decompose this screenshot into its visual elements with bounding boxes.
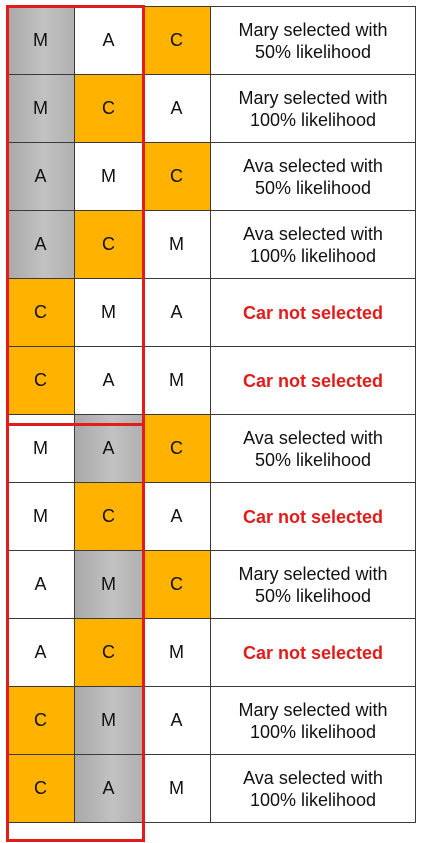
- result-cell: Ava selected with 50% likelihood: [210, 142, 416, 211]
- door-cell: C: [142, 550, 211, 619]
- door-cell: M: [6, 6, 75, 75]
- door-cell: C: [74, 210, 143, 279]
- result-cell: Mary selected with 50% likelihood: [210, 550, 416, 619]
- door-cell: A: [6, 210, 75, 279]
- result-not-selected-text: Car not selected: [242, 302, 384, 323]
- table-row: M A C Ava selected with 50% likelihood: [6, 414, 416, 483]
- door-cell: M: [6, 482, 75, 551]
- table-row: A M C Ava selected with 50% likelihood: [6, 142, 416, 211]
- door-cell: A: [74, 754, 143, 823]
- door-cell: A: [74, 414, 143, 483]
- door-cell: C: [6, 278, 75, 347]
- door-cell: M: [142, 618, 211, 687]
- table-row: C M A Car not selected: [6, 278, 416, 347]
- result-cell: Mary selected with 100% likelihood: [210, 74, 416, 143]
- door-cell: C: [74, 618, 143, 687]
- result-text-line: 50% likelihood: [254, 449, 372, 470]
- door-cell: M: [74, 278, 143, 347]
- door-cell: A: [142, 686, 211, 755]
- door-cell: C: [6, 754, 75, 823]
- table-row: C A M Car not selected: [6, 346, 416, 415]
- result-cell: Car not selected: [210, 618, 416, 687]
- result-text-line: Mary selected with: [238, 87, 388, 108]
- door-cell: A: [142, 278, 211, 347]
- result-text-line: Ava selected with: [243, 427, 383, 448]
- result-text-line: Ava selected with: [243, 155, 383, 176]
- table-row: M C A Car not selected: [6, 482, 416, 551]
- door-cell: M: [6, 74, 75, 143]
- door-cell: C: [6, 346, 75, 415]
- result-text-line: Ava selected with: [243, 223, 383, 244]
- door-cell: A: [6, 618, 75, 687]
- door-cell: M: [74, 550, 143, 619]
- door-cell: C: [6, 686, 75, 755]
- result-cell: Car not selected: [210, 346, 416, 415]
- result-text-line: 100% likelihood: [249, 789, 377, 810]
- table-row: C M A Mary selected with 100% likelihood: [6, 686, 416, 755]
- door-cell: M: [142, 346, 211, 415]
- door-cell: A: [6, 142, 75, 211]
- scenario-table-body: M A C Mary selected with 50% likelihood M C A Ma…: [6, 6, 416, 823]
- table-row: M A C Mary selected with 50% likelihood: [6, 6, 416, 75]
- result-text-line: 100% likelihood: [249, 245, 377, 266]
- door-cell: C: [74, 74, 143, 143]
- result-cell: Ava selected with 100% likelihood: [210, 754, 416, 823]
- result-text-line: Mary selected with: [238, 563, 388, 584]
- door-cell: M: [74, 142, 143, 211]
- door-cell: M: [142, 210, 211, 279]
- result-cell: Mary selected with 100% likelihood: [210, 686, 416, 755]
- result-cell: Ava selected with 50% likelihood: [210, 414, 416, 483]
- door-cell: A: [142, 74, 211, 143]
- table-row: C A M Ava selected with 100% likelihood: [6, 754, 416, 823]
- result-cell: Car not selected: [210, 482, 416, 551]
- door-cell: A: [74, 6, 143, 75]
- result-text-line: 100% likelihood: [249, 721, 377, 742]
- door-cell: C: [142, 142, 211, 211]
- table-row: A C M Ava selected with 100% likelihood: [6, 210, 416, 279]
- result-text-line: 50% likelihood: [254, 177, 372, 198]
- door-cell: M: [6, 414, 75, 483]
- result-cell: Mary selected with 50% likelihood: [210, 6, 416, 75]
- table-row: A C M Car not selected: [6, 618, 416, 687]
- result-text-line: Mary selected with: [238, 699, 388, 720]
- result-text-line: Mary selected with: [238, 19, 388, 40]
- result-text-line: 100% likelihood: [249, 109, 377, 130]
- result-not-selected-text: Car not selected: [242, 370, 384, 391]
- door-cell: C: [74, 482, 143, 551]
- door-cell: A: [6, 550, 75, 619]
- result-text-line: 50% likelihood: [254, 585, 372, 606]
- result-cell: Ava selected with 100% likelihood: [210, 210, 416, 279]
- table-row: M C A Mary selected with 100% likelihood: [6, 74, 416, 143]
- door-cell: C: [142, 414, 211, 483]
- door-cell: A: [142, 482, 211, 551]
- door-cell: A: [74, 346, 143, 415]
- scenario-table: M A C Mary selected with 50% likelihood M C A Ma…: [6, 6, 416, 823]
- result-not-selected-text: Car not selected: [242, 506, 384, 527]
- door-cell: C: [142, 6, 211, 75]
- result-text-line: Ava selected with: [243, 767, 383, 788]
- result-cell: Car not selected: [210, 278, 416, 347]
- door-cell: M: [142, 754, 211, 823]
- table-row: A M C Mary selected with 50% likelihood: [6, 550, 416, 619]
- result-text-line: 50% likelihood: [254, 41, 372, 62]
- result-not-selected-text: Car not selected: [242, 642, 384, 663]
- door-cell: M: [74, 686, 143, 755]
